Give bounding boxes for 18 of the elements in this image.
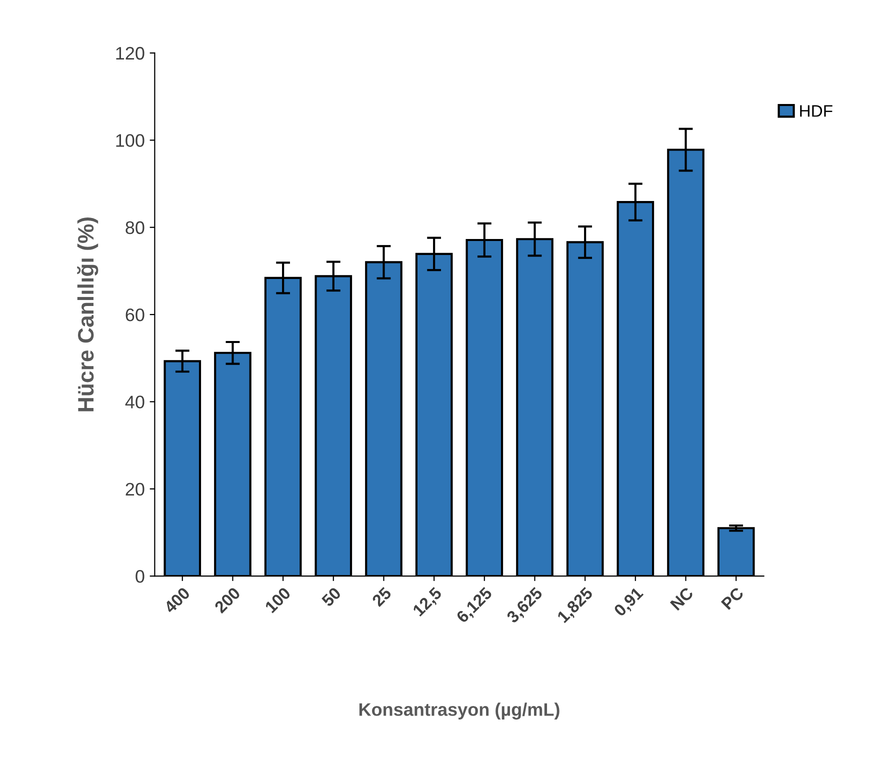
y-tick-label: 20 xyxy=(126,482,144,496)
x-tick-label: 0,91 xyxy=(613,586,646,619)
y-tick-label: 80 xyxy=(126,221,144,234)
x-tick-label: 400 xyxy=(163,586,191,614)
x-tick-label: PC xyxy=(720,586,744,610)
x-tick-label: 25 xyxy=(371,586,392,608)
x-axis-title: Konsantrasyon (µg/mL) xyxy=(359,702,560,720)
y-tick-label: 0 xyxy=(136,570,144,583)
x-tick-label: 50 xyxy=(320,586,342,608)
legend-label: HDF xyxy=(800,105,832,117)
y-tick-label: 120 xyxy=(116,46,144,60)
y-axis-title: Hücre Canlılığı (%) xyxy=(77,217,98,412)
y-tick-label: 60 xyxy=(126,308,144,322)
x-tick-label: 100 xyxy=(264,586,292,614)
y-tick-label: 40 xyxy=(125,396,144,408)
x-tick-label: NC xyxy=(670,586,694,611)
y-tick-label: 100 xyxy=(116,134,144,147)
x-tick-label: 200 xyxy=(214,586,241,614)
